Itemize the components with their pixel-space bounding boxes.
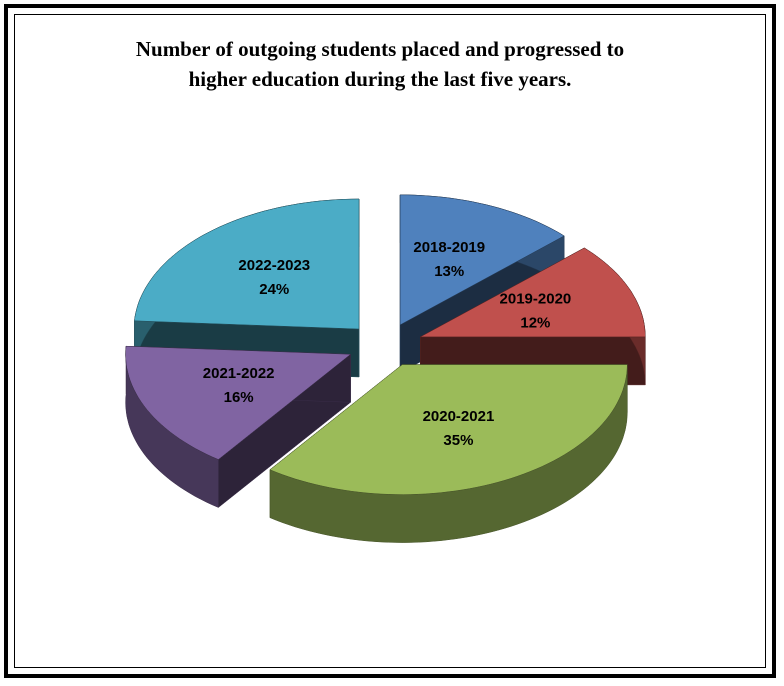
category-label: 2022-2023 [238,257,310,274]
slice-top [125,345,352,460]
category-label: 2021-2022 [203,365,275,382]
slice [269,364,628,543]
slice [125,345,352,509]
slice-top [269,364,628,495]
slice-top [420,247,646,338]
value-label: 16% [224,389,254,406]
inner-border [14,14,766,668]
slice-top [399,194,565,326]
value-label: 12% [520,315,550,332]
category-label: 2018-2019 [413,239,485,256]
chart-frame [4,4,776,678]
value-label: 13% [434,263,464,280]
category-label: 2019-2020 [500,291,572,308]
slice-top [134,198,360,330]
value-label: 24% [259,281,289,298]
value-label: 35% [443,432,473,449]
chart-title: Number of outgoing students placed and p… [135,37,625,91]
category-label: 2020-2021 [423,408,495,425]
